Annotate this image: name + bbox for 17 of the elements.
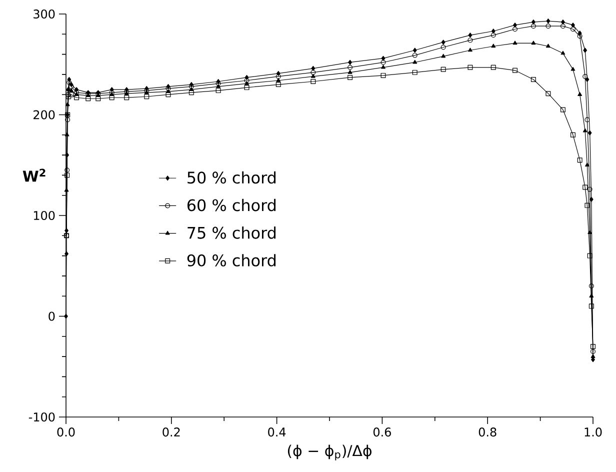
- y-tick-label: 200: [34, 110, 55, 120]
- legend-label: 90 % chord: [187, 254, 276, 266]
- y-tick-label: 0: [48, 312, 55, 321]
- x-tick-label: 0.0: [57, 428, 75, 437]
- x-axis-title: (ϕ − ϕ$_{p}$)/Δϕ: [288, 444, 372, 460]
- legend-label: 60 % chord: [187, 198, 276, 212]
- y-axis-title: W$^{2}$: [22, 168, 46, 182]
- x-tick-label: 1.0: [584, 428, 602, 437]
- x-tick-label: 0.8: [478, 428, 496, 437]
- y-tick-label: 300: [34, 9, 55, 19]
- x-tick-label: 0.6: [373, 428, 391, 437]
- x-tick-label: 0.2: [162, 428, 180, 437]
- x-tick-label: 0.4: [268, 428, 286, 437]
- y-tick-label: -100: [28, 412, 55, 422]
- legend-label: 75 % chord: [188, 226, 276, 239]
- legend-label: 50 % chord: [188, 171, 276, 184]
- y-tick-label: 100: [34, 210, 55, 220]
